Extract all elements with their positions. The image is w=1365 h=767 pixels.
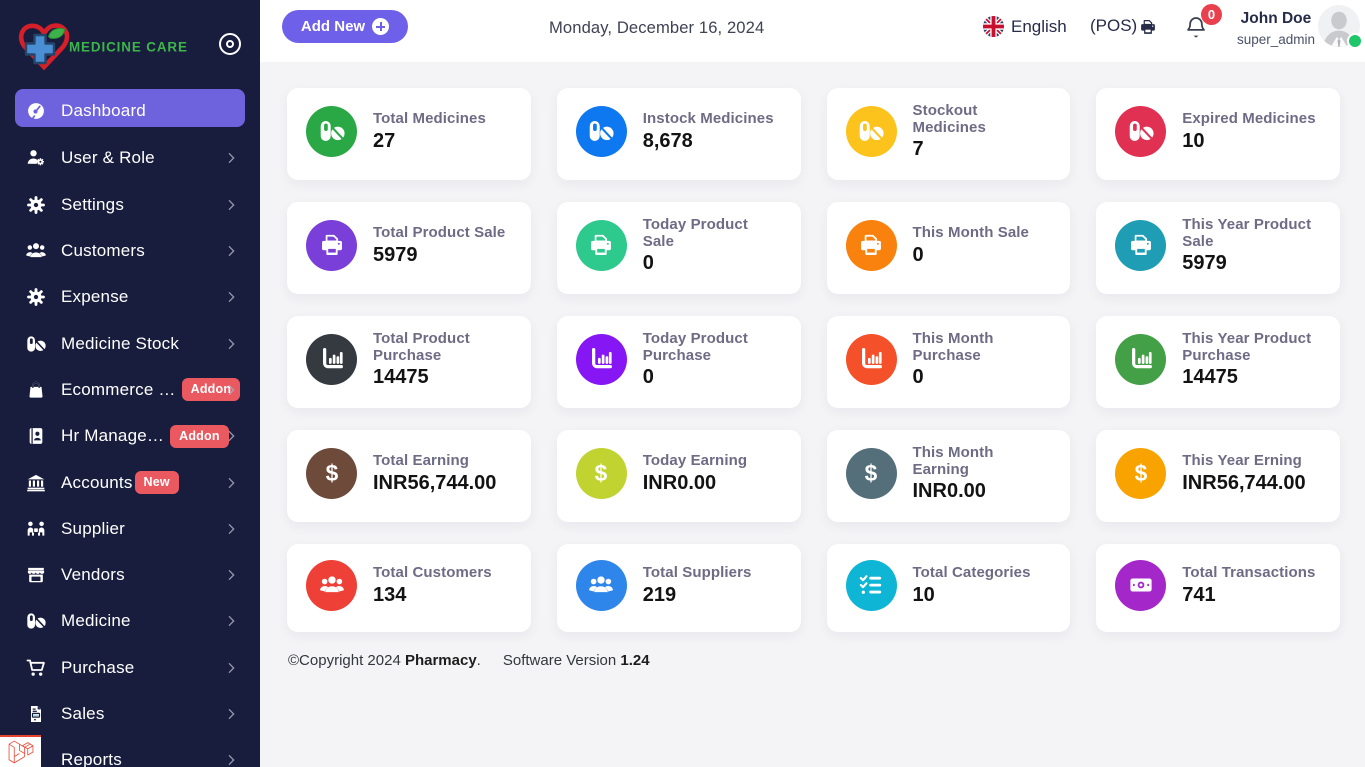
svg-text:MEDICINE CARE: MEDICINE CARE xyxy=(69,40,188,55)
